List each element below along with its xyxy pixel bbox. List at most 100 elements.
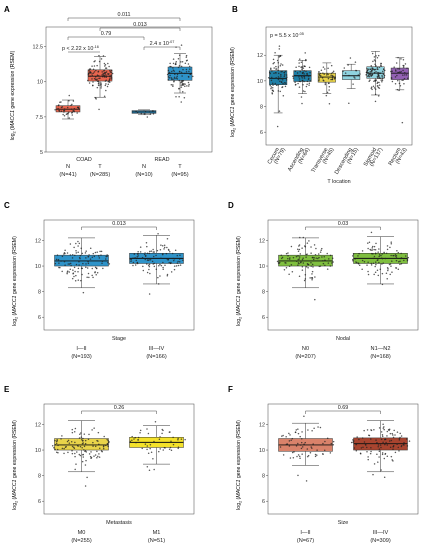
data-point xyxy=(157,264,160,267)
data-point xyxy=(157,283,160,285)
data-point xyxy=(307,266,309,269)
data-point xyxy=(318,71,320,73)
data-point xyxy=(162,261,164,264)
data-point xyxy=(135,441,137,444)
data-point xyxy=(322,260,324,262)
data-point xyxy=(87,260,89,263)
data-point xyxy=(378,87,381,89)
data-point xyxy=(162,449,164,451)
data-point xyxy=(326,437,329,440)
data-point xyxy=(311,279,313,281)
data-point xyxy=(402,69,404,72)
data-point xyxy=(378,248,380,250)
data-point xyxy=(328,258,330,260)
data-point xyxy=(92,68,95,70)
data-point xyxy=(101,450,103,453)
x-axis-title: Size xyxy=(338,520,349,526)
data-point xyxy=(59,101,61,103)
data-point xyxy=(178,79,180,82)
data-point xyxy=(381,79,384,81)
x-group-count: (N=95) xyxy=(171,172,188,178)
y-tick-label: 5 xyxy=(40,150,43,156)
data-point xyxy=(89,258,92,260)
data-point xyxy=(367,68,370,70)
data-point xyxy=(67,439,70,442)
y-tick-label: 12 xyxy=(257,53,263,59)
data-point xyxy=(303,415,305,418)
data-point xyxy=(385,441,387,444)
data-point xyxy=(281,86,284,88)
data-point xyxy=(356,261,358,264)
data-point xyxy=(66,440,69,443)
data-point xyxy=(55,451,58,453)
data-point xyxy=(283,71,286,74)
x-group-count: (N=166) xyxy=(146,354,167,360)
data-point xyxy=(178,87,180,90)
data-point xyxy=(389,246,391,249)
data-point xyxy=(304,273,307,276)
data-point xyxy=(292,75,294,77)
data-point xyxy=(180,84,183,86)
data-point xyxy=(82,437,84,440)
data-point xyxy=(285,252,288,255)
data-point xyxy=(371,69,373,72)
data-point xyxy=(79,454,82,457)
data-point xyxy=(379,444,382,446)
data-point xyxy=(53,446,55,449)
data-point xyxy=(378,427,381,429)
data-point xyxy=(152,458,154,460)
y-axis-label: log2 (MACC1 gene expression (RSEM) xyxy=(12,420,19,510)
data-point xyxy=(320,249,322,251)
data-point xyxy=(368,74,371,76)
data-point xyxy=(299,80,302,83)
data-point xyxy=(320,69,323,71)
data-point xyxy=(75,252,78,254)
data-point xyxy=(134,257,136,259)
data-point xyxy=(271,70,273,72)
data-point xyxy=(372,60,374,63)
data-point xyxy=(176,75,178,78)
data-point xyxy=(374,79,376,82)
data-point xyxy=(75,250,77,252)
data-point xyxy=(379,72,382,75)
data-point xyxy=(391,80,394,83)
data-point xyxy=(332,75,334,78)
data-point xyxy=(275,76,277,79)
data-point xyxy=(328,85,331,88)
y-tick-label: 8 xyxy=(260,104,263,110)
data-point xyxy=(88,254,90,256)
data-point xyxy=(360,447,363,449)
data-point xyxy=(377,461,379,463)
data-point xyxy=(270,86,273,88)
data-point xyxy=(400,252,402,255)
data-point xyxy=(173,268,176,271)
data-point xyxy=(85,250,87,252)
data-point xyxy=(390,439,393,442)
data-point xyxy=(364,443,367,446)
data-point xyxy=(307,429,309,431)
data-point xyxy=(370,75,373,77)
data-point xyxy=(292,256,295,259)
data-point xyxy=(147,452,150,455)
data-point xyxy=(331,257,334,259)
data-point xyxy=(332,71,334,74)
data-point xyxy=(398,89,400,92)
box-iqr xyxy=(342,70,361,80)
data-point xyxy=(317,426,319,428)
data-point xyxy=(301,79,304,82)
data-point xyxy=(367,458,369,461)
data-point xyxy=(402,66,405,68)
data-point xyxy=(285,266,288,269)
data-point xyxy=(89,71,92,74)
x-group-count: (N=67) xyxy=(297,538,314,544)
p-value-label: 0.013 xyxy=(112,221,126,227)
panel-label: A xyxy=(4,5,10,14)
data-point xyxy=(163,244,166,246)
data-point xyxy=(141,447,143,450)
data-point xyxy=(78,437,81,439)
box-Sigmoid xyxy=(365,51,386,103)
data-point xyxy=(279,64,282,67)
